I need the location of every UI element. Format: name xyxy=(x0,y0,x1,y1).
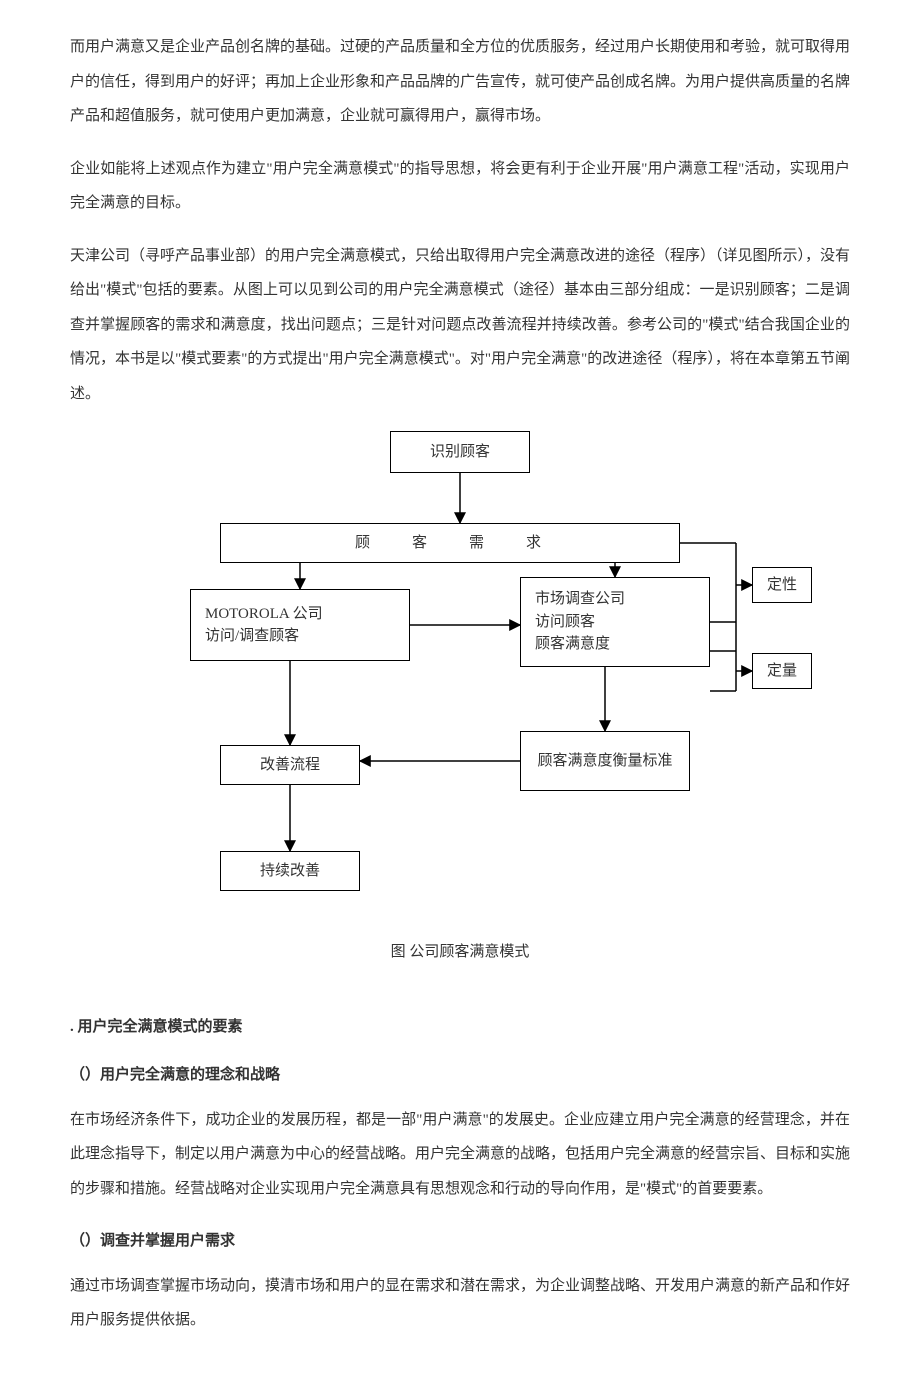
subheading-2: （）调查并掌握用户需求 xyxy=(70,1224,850,1259)
section-heading: . 用户完全满意模式的要素 xyxy=(70,1010,850,1045)
box-continue: 持续改善 xyxy=(220,851,360,891)
paragraph-5: 通过市场调查掌握市场动向，摸清市场和用户的显在需求和潜在需求，为企业调整战略、开… xyxy=(70,1269,850,1338)
box-standard: 顾客满意度衡量标准 xyxy=(520,731,690,791)
box-survey: 市场调查公司 访问顾客 顾客满意度 xyxy=(520,577,710,667)
subheading-1: （）用户完全满意的理念和战略 xyxy=(70,1058,850,1093)
box-qual: 定性 xyxy=(752,567,812,603)
paragraph-4: 在市场经济条件下，成功企业的发展历程，都是一部"用户满意"的发展史。企业应建立用… xyxy=(70,1103,850,1207)
paragraph-3: 天津公司（寻呼产品事业部）的用户完全满意模式，只给出取得用户完全满意改进的途径（… xyxy=(70,239,850,412)
flowchart-arrows xyxy=(100,431,820,911)
paragraph-2: 企业如能将上述观点作为建立"用户完全满意模式"的指导思想，将会更有利于企业开展"… xyxy=(70,152,850,221)
box-identify: 识别顾客 xyxy=(390,431,530,473)
diagram-caption: 图 公司顾客满意模式 xyxy=(70,935,850,970)
box-quant: 定量 xyxy=(752,653,812,689)
box-improve: 改善流程 xyxy=(220,745,360,785)
box-motorola: MOTOROLA 公司 访问/调查顾客 xyxy=(190,589,410,661)
box-needs: 顾 客 需 求 xyxy=(220,523,680,563)
flowchart-diagram: 识别顾客 顾 客 需 求 MOTOROLA 公司 访问/调查顾客 市场调查公司 … xyxy=(100,431,820,911)
paragraph-1: 而用户满意又是企业产品创名牌的基础。过硬的产品质量和全方位的优质服务，经过用户长… xyxy=(70,30,850,134)
